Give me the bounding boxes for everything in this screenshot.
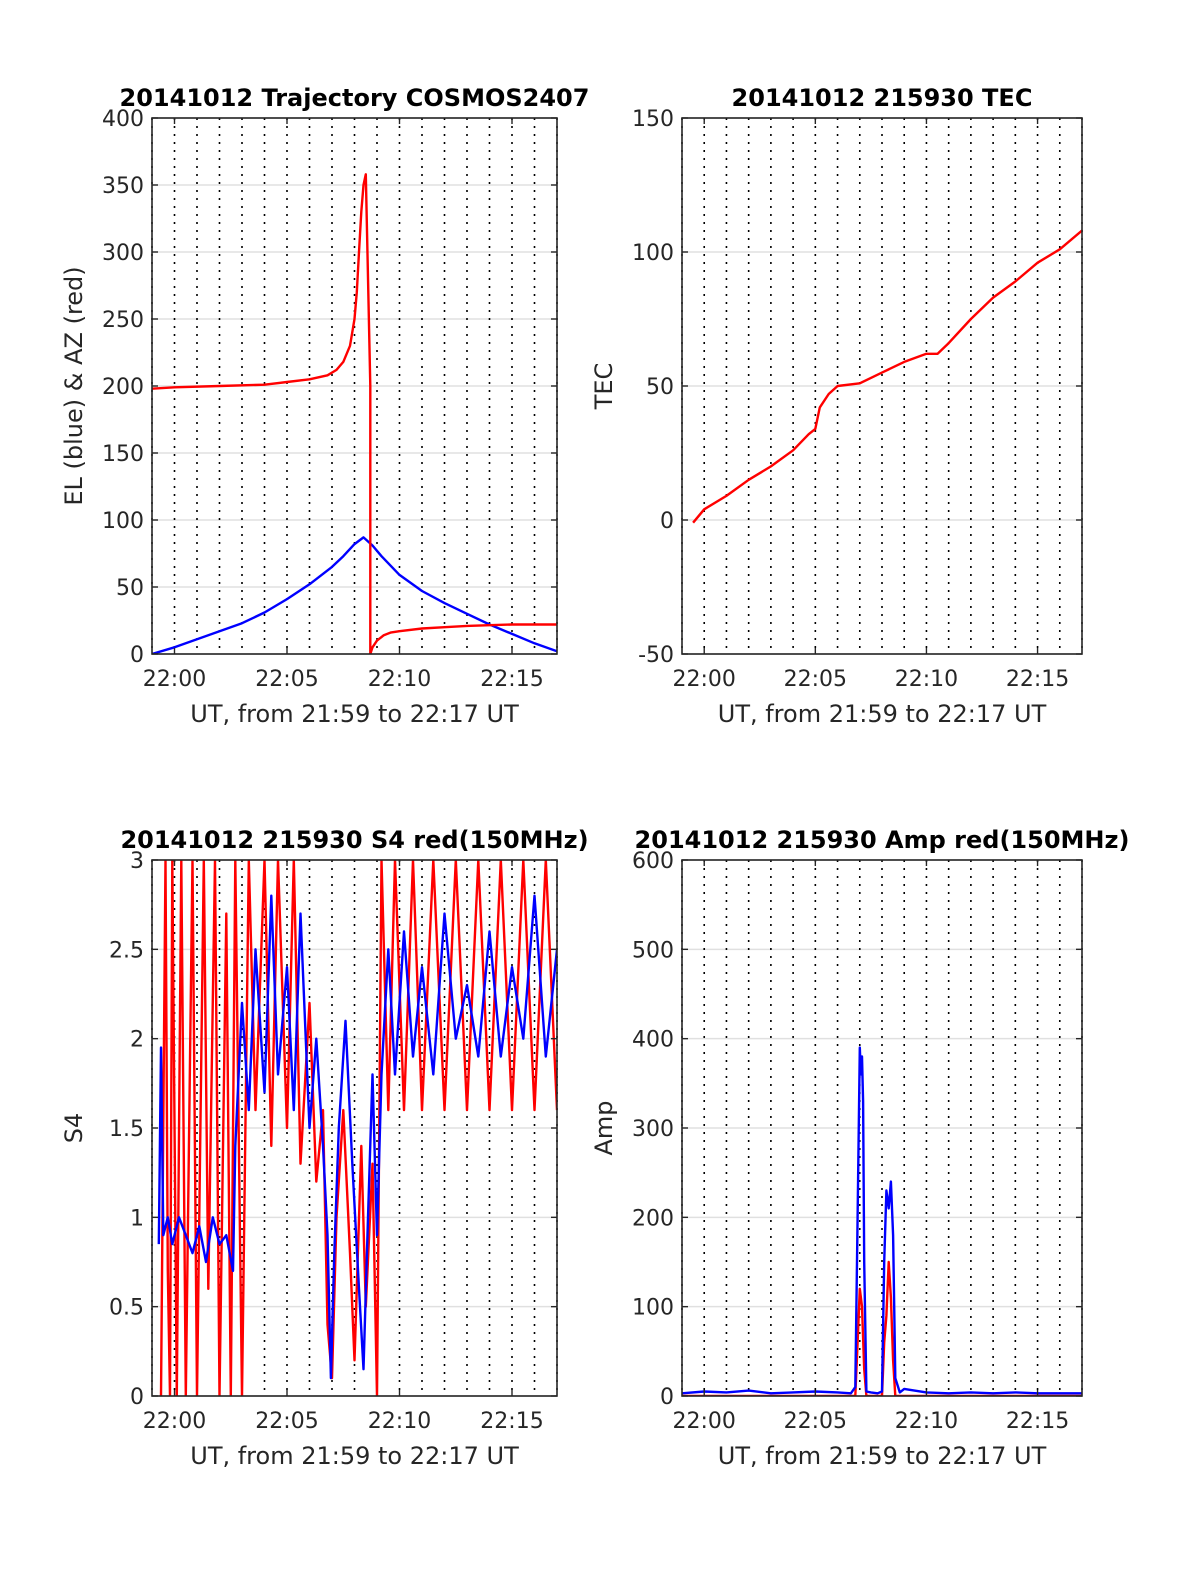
tec-x-axis-label: UT, from 21:59 to 22:17 UT (718, 700, 1047, 728)
tec-ytick-label: 150 (632, 107, 674, 132)
amp-xtick-label: 22:10 (895, 1409, 958, 1434)
trajectory-series-1-line (152, 173, 557, 654)
amp-ytick-label: 300 (632, 1117, 674, 1142)
s4-chart: 0 0.5 1 1.5 2 2.5 3 22:00 22:05 22:10 22:15 2014101… (60, 826, 589, 1470)
s4-xtick-label: 22:15 (480, 1409, 543, 1434)
amp-ytick-label: 400 (632, 1028, 674, 1053)
amp-ytick-label: 200 (632, 1206, 674, 1231)
trajectory-series-0-line (152, 536, 557, 654)
trajectory-xtick-label: 22:00 (143, 667, 206, 692)
s4-xtick-label: 22:00 (143, 1409, 206, 1434)
s4-series-1-line (157, 894, 557, 1380)
amp-series-1-line (682, 1046, 1082, 1395)
amp-ytick-label: 100 (632, 1296, 674, 1321)
trajectory-xtick-label: 22:10 (368, 667, 431, 692)
s4-xtick-label: 22:10 (368, 1409, 431, 1434)
amp-y-axis-label: Amp (590, 1100, 618, 1155)
amp-xtick-label: 22:05 (784, 1409, 847, 1434)
s4-series-0-line (159, 860, 557, 1396)
s4-xtick-label: 22:05 (255, 1409, 318, 1434)
amp-chart: 0 100 200 300 400 500 600 22:00 22:05 22:10 22:15 2… (590, 826, 1129, 1470)
trajectory-chart: 0 50 100 150 200 250 300 350 400 22:00 22:05 22:10 2… (60, 84, 589, 728)
tec-ytick-label: 50 (646, 375, 674, 400)
amp-chart-title: 20141012 215930 Amp red(150MHz) (635, 826, 1130, 854)
trajectory-xtick-label: 22:15 (480, 667, 543, 692)
trajectory-y-axis-label: EL (blue) & AZ (red) (60, 266, 88, 505)
tec-chart-title: 20141012 215930 TEC (732, 84, 1033, 112)
amp-xtick-label: 22:15 (1006, 1409, 1069, 1434)
s4-chart-title: 20141012 215930 S4 red(150MHz) (120, 826, 588, 854)
trajectory-chart-title: 20141012 Trajectory COSMOS2407 (120, 84, 590, 112)
s4-ytick-label: 1 (130, 1206, 144, 1231)
amp-series-0-line (682, 1260, 1082, 1396)
tec-xtick-label: 22:00 (673, 667, 736, 692)
trajectory-xtick-label: 22:05 (255, 667, 318, 692)
amp-ytick-label: 0 (660, 1385, 674, 1410)
amp-ytick-label: 500 (632, 938, 674, 963)
s4-ytick-label: 1.5 (109, 1117, 144, 1142)
s4-ytick-label: 3 (130, 849, 144, 874)
amp-ytick-label: 600 (632, 849, 674, 874)
s4-x-axis-label: UT, from 21:59 to 22:17 UT (190, 1442, 519, 1470)
trajectory-ytick-label: 200 (102, 375, 144, 400)
tec-ytick-label: -50 (638, 643, 674, 668)
s4-y-axis-label: S4 (60, 1113, 88, 1144)
trajectory-ytick-label: 0 (130, 643, 144, 668)
trajectory-ytick-label: 350 (102, 174, 144, 199)
tec-ytick-label: 100 (632, 241, 674, 266)
tec-y-axis-label: TEC (590, 363, 618, 411)
trajectory-ytick-label: 50 (116, 576, 144, 601)
tec-chart: -50 0 50 100 150 22:00 22:05 22:10 22:15 20141012… (590, 84, 1083, 728)
tec-series-0-line (692, 229, 1082, 524)
trajectory-x-axis-label: UT, from 21:59 to 22:17 UT (190, 700, 519, 728)
amp-x-axis-label: UT, from 21:59 to 22:17 UT (718, 1442, 1047, 1470)
tec-xtick-label: 22:15 (1006, 667, 1069, 692)
s4-ytick-label: 2 (130, 1028, 144, 1053)
s4-ytick-label: 2.5 (109, 938, 144, 963)
amp-xtick-label: 22:00 (673, 1409, 736, 1434)
s4-ytick-label: 0.5 (109, 1296, 144, 1321)
trajectory-ytick-label: 100 (102, 509, 144, 534)
tec-xtick-label: 22:10 (895, 667, 958, 692)
tec-ytick-label: 0 (660, 509, 674, 534)
s4-ytick-label: 0 (130, 1385, 144, 1410)
tec-xtick-label: 22:05 (784, 667, 847, 692)
trajectory-ytick-label: 150 (102, 442, 144, 467)
trajectory-ytick-label: 300 (102, 241, 144, 266)
trajectory-ytick-label: 400 (102, 107, 144, 132)
trajectory-ytick-label: 250 (102, 308, 144, 333)
